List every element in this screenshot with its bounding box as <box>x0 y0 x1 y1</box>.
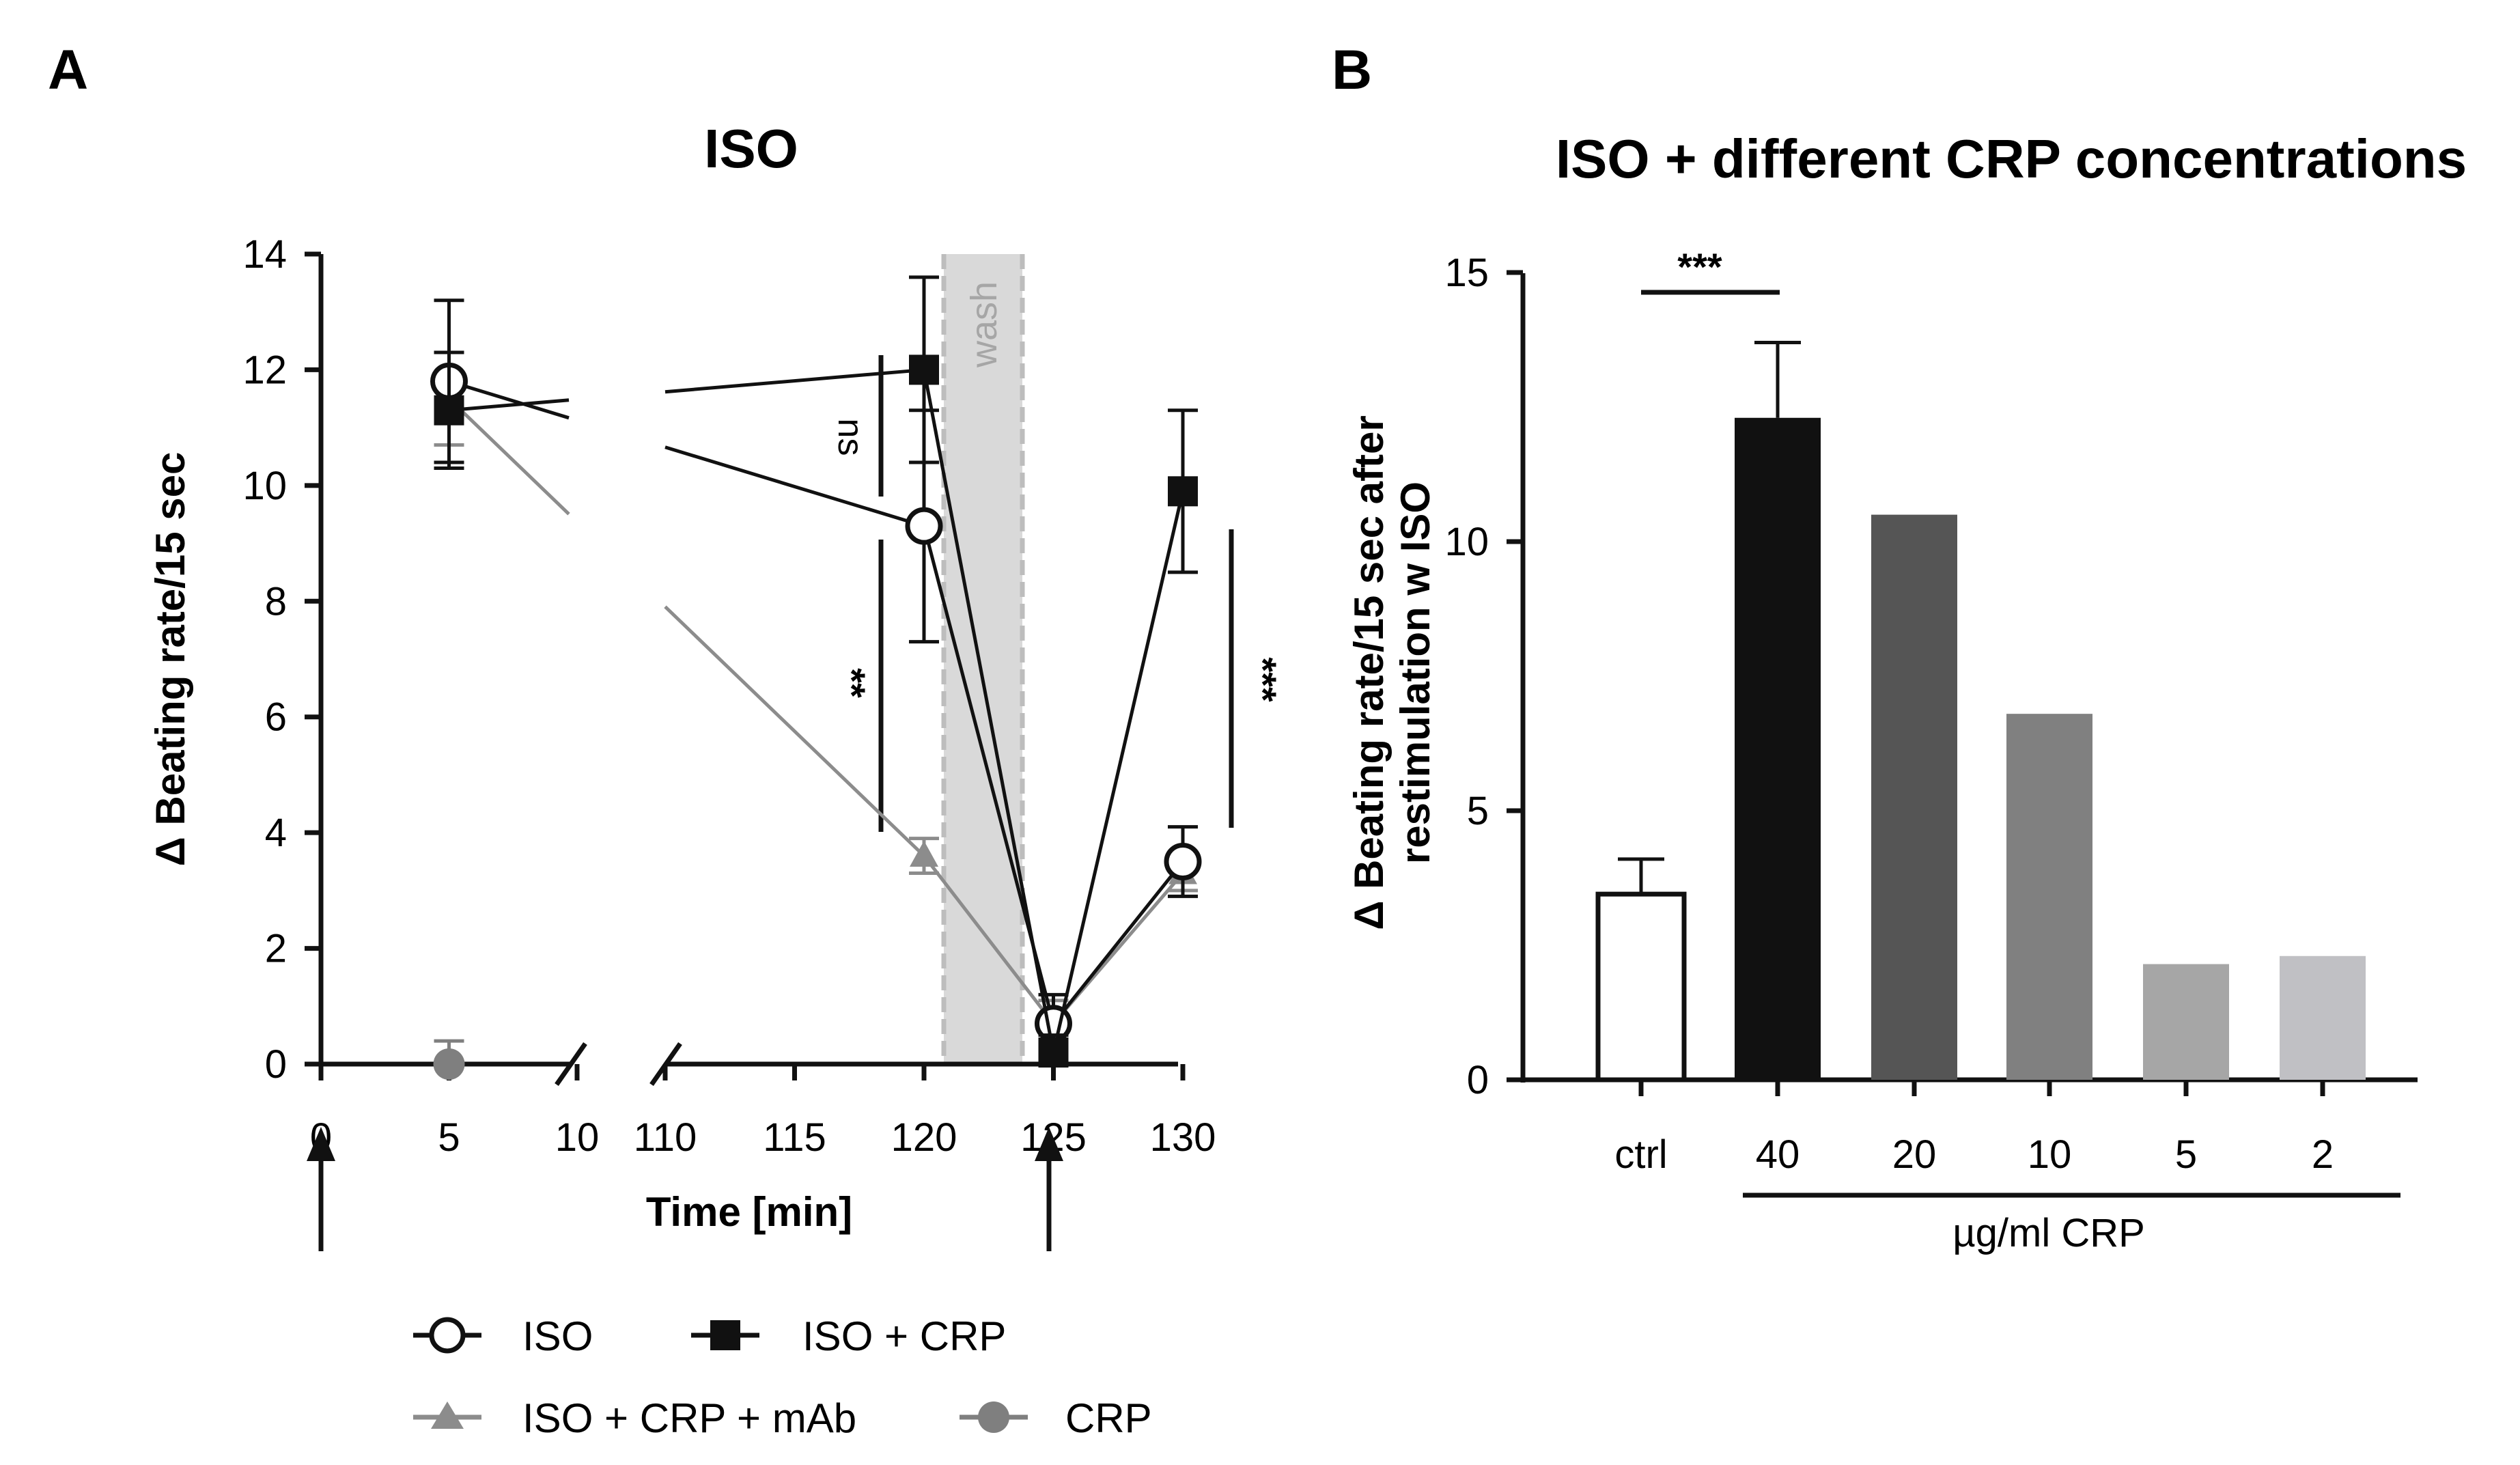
panel-b-title: ISO + different CRP concentrations <box>1556 128 2467 189</box>
point-iso-crp-mab-120 <box>910 841 938 867</box>
y-tick-label-4: 4 <box>265 811 287 855</box>
b-x-tick-label-ctrl: ctrl <box>1614 1132 1667 1177</box>
y-tick-label-6: 6 <box>265 695 287 740</box>
legend-label-iso: ISO <box>522 1313 593 1359</box>
point-iso-crp-130 <box>1168 476 1198 507</box>
panel-b-y-ticks: 0 5 10 15 <box>1444 251 1523 1102</box>
b-x-tick-label-20: 20 <box>1892 1132 1937 1177</box>
b-y-tick-label-0: 0 <box>1467 1058 1489 1102</box>
legend-item-crp: CRP <box>960 1395 1152 1441</box>
panel-a-title: ISO <box>704 118 798 179</box>
error-bar-40 <box>1754 340 1801 418</box>
series-iso-segment-2 <box>1052 860 1184 1025</box>
legend-label-iso-crp: ISO + CRP <box>802 1313 1006 1359</box>
stimulation-arrow-125 <box>1035 1127 1063 1251</box>
series-iso-crp-segment-0-b <box>664 367 925 394</box>
legend-marker-open-circle <box>429 1317 466 1354</box>
point-iso-130 <box>1164 843 1202 880</box>
x-tick-label-5: 5 <box>438 1115 460 1160</box>
sig-label-ns: ns <box>830 419 870 456</box>
sig-label-ctrl-vs-40: *** <box>1677 245 1722 288</box>
bar-40 <box>1735 417 1821 1080</box>
sig-label-2star: ** <box>830 668 873 698</box>
wash-label: wash <box>964 281 1005 368</box>
legend-label-iso-crp-mab: ISO + CRP + mAb <box>522 1395 856 1441</box>
point-iso-crp-120 <box>909 354 939 385</box>
panel-a-y-ticks: 0 2 4 6 8 10 12 14 <box>242 232 321 1087</box>
panel-a-plot-area <box>430 275 1202 1080</box>
series-iso <box>430 298 1202 1055</box>
panel-b-letter: B <box>1332 39 1372 101</box>
b-y-tick-label-10: 10 <box>1444 520 1489 564</box>
legend-label-crp: CRP <box>1065 1395 1152 1441</box>
y-tick-label-12: 12 <box>242 348 287 392</box>
y-tick-label-10: 10 <box>242 464 287 508</box>
legend-marker-triangle <box>431 1401 464 1429</box>
y-tick-label-14: 14 <box>242 232 287 277</box>
panel-b-y-axis-label-line-1: Δ Beating rate/15 sec after <box>1346 415 1392 930</box>
b-y-tick-label-5: 5 <box>1467 789 1489 833</box>
panel-b-x-ticks: ctrl 40 20 10 5 2 <box>1614 1080 2334 1177</box>
point-iso-crp-125 <box>1038 1037 1069 1068</box>
b-x-tick-label-2: 2 <box>2312 1132 2334 1177</box>
panel-b: B ISO + different CRP concentrations 0 5 1… <box>1332 39 2467 1255</box>
bar-10 <box>2006 714 2092 1080</box>
legend-marker-filled-circle <box>978 1401 1009 1433</box>
x-tick-label-10: 10 <box>555 1115 600 1160</box>
bar-20 <box>1871 514 1957 1080</box>
x-tick-label-110: 110 <box>634 1115 697 1160</box>
bar-ctrl <box>1595 891 1687 1083</box>
series-iso-crp-segment-1 <box>922 369 1055 1053</box>
crp-group-label: µg/ml CRP <box>1952 1211 2145 1255</box>
point-crp-5 <box>433 1048 465 1080</box>
series-iso-segment-0-a <box>448 379 570 420</box>
y-tick-label-8: 8 <box>265 579 287 624</box>
b-x-tick-label-10: 10 <box>2028 1132 2072 1177</box>
panel-b-plot-area <box>1595 340 2366 1083</box>
wash-band <box>944 254 1022 1064</box>
legend-item-iso-crp-mab: ISO + CRP + mAb <box>413 1395 856 1441</box>
legend-item-iso-crp: ISO + CRP <box>691 1313 1006 1359</box>
series-iso-crp-segment-2 <box>1052 490 1185 1053</box>
series-iso-segment-0-b <box>664 445 925 528</box>
panel-a-x-axis-label: Time [min] <box>646 1189 852 1235</box>
point-iso-crp-5 <box>434 395 464 425</box>
y-tick-label-2: 2 <box>265 927 287 971</box>
series-iso-crp-mab <box>434 350 1198 1049</box>
series-crp <box>433 1039 465 1080</box>
bar-2 <box>2280 955 2366 1080</box>
panel-a-letter: A <box>48 39 88 101</box>
x-tick-label-115: 115 <box>763 1115 826 1160</box>
y-tick-label-0: 0 <box>265 1042 287 1087</box>
series-iso-crp <box>434 275 1198 1068</box>
b-x-tick-label-40: 40 <box>1756 1132 1800 1177</box>
series-iso-crp-segment-0-a <box>449 398 570 413</box>
stimulation-arrow-0 <box>307 1127 335 1251</box>
panel-b-y-axis-label-line-2: restimulation w ISO <box>1392 482 1438 864</box>
sig-label-3star: *** <box>1242 657 1285 702</box>
series-iso-crp-mab-segment-0-b <box>664 605 925 857</box>
point-iso-120 <box>905 507 943 545</box>
b-x-tick-label-5: 5 <box>2175 1132 2197 1177</box>
legend: ISO ISO + CRP ISO + CRP + mAb CRP <box>413 1313 1152 1441</box>
bar-5 <box>2143 964 2229 1080</box>
series-iso-crp-mab-segment-1 <box>923 854 1055 1025</box>
x-tick-label-130: 130 <box>1150 1115 1216 1160</box>
series-iso-crp-mab-segment-0-a <box>447 397 570 516</box>
legend-item-iso: ISO <box>413 1313 593 1359</box>
x-tick-label-120: 120 <box>891 1115 957 1160</box>
b-y-tick-label-15: 15 <box>1444 251 1489 295</box>
legend-marker-filled-square <box>710 1320 740 1350</box>
panel-a-y-axis-label: Δ Beating rate/15 sec <box>148 452 193 867</box>
axis-break-mark-left <box>555 1042 587 1087</box>
panel-a-significance <box>878 355 1234 832</box>
error-bar-ctrl <box>1618 857 1664 895</box>
